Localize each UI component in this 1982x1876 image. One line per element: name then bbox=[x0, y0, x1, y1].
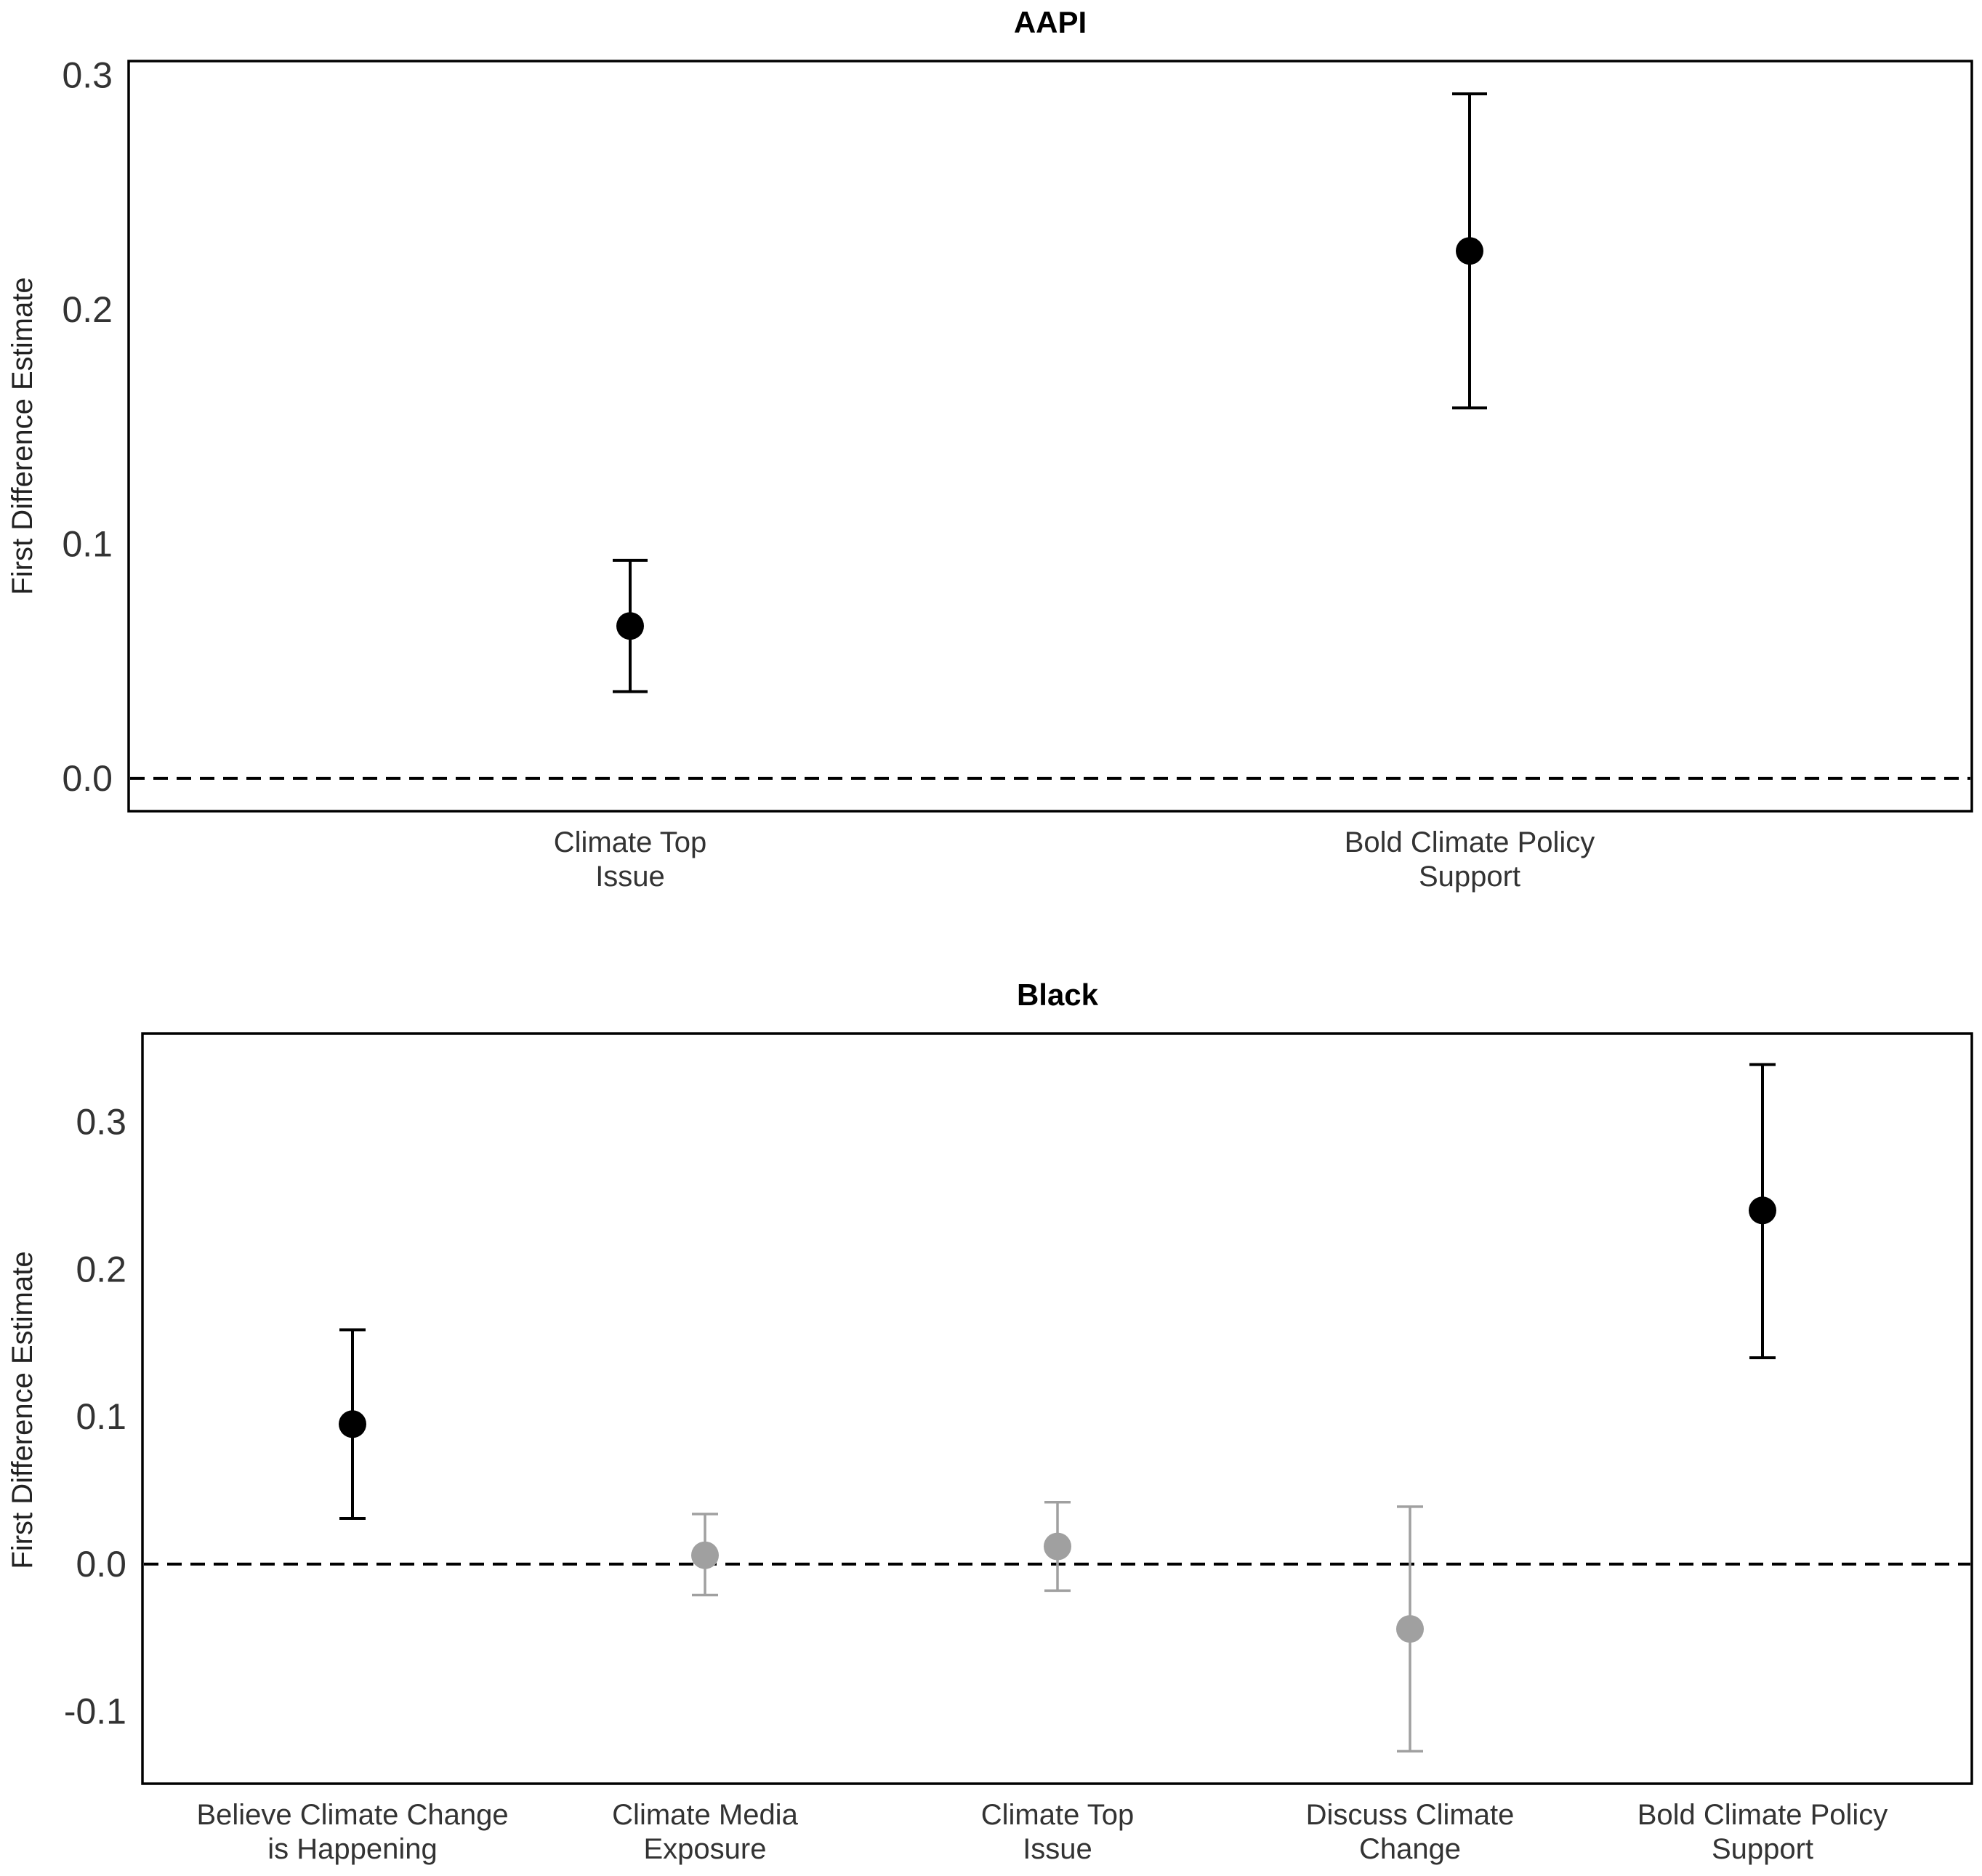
estimates-black bbox=[339, 1063, 1776, 1753]
point-estimate bbox=[691, 1541, 719, 1569]
estimate-black-2 bbox=[691, 1513, 719, 1597]
panel-title-aapi: AAPI bbox=[1014, 5, 1087, 39]
x-tick-label-black: Climate Top Issue bbox=[981, 1799, 1134, 1865]
estimate-black-3 bbox=[1044, 1500, 1071, 1593]
y-tick-label-aapi: 0.1 bbox=[62, 523, 113, 564]
panel-aapi: AAPI First Difference Estimate 0.0 0.1 0.2… bbox=[7, 5, 1973, 893]
plot-frame-aapi bbox=[127, 60, 1973, 813]
point-estimate bbox=[1456, 237, 1483, 265]
y-axis-label-aapi: First Difference Estimate bbox=[7, 277, 39, 595]
estimate-black-5 bbox=[1749, 1063, 1776, 1360]
x-tick-label-black: Believe Climate Change is Happening bbox=[196, 1799, 508, 1865]
estimate-aapi-2 bbox=[1452, 92, 1487, 410]
point-estimate bbox=[616, 612, 644, 640]
y-tick-labels-aapi: 0.0 0.1 0.2 0.3 bbox=[62, 55, 113, 799]
point-estimate bbox=[339, 1410, 366, 1438]
y-tick-label-aapi: 0.0 bbox=[62, 758, 113, 799]
panel-black: Black First Difference Estimate -0.1 0.0 0… bbox=[7, 978, 1973, 1865]
y-axis-label-black: First Difference Estimate bbox=[7, 1251, 39, 1569]
estimates-aapi bbox=[613, 92, 1487, 693]
y-tick-label-black: 0.1 bbox=[76, 1396, 126, 1437]
y-tick-label-aapi: 0.3 bbox=[62, 55, 113, 95]
x-tick-label-black: Climate Media Exposure bbox=[612, 1799, 798, 1865]
estimate-black-1 bbox=[339, 1328, 366, 1521]
point-estimate bbox=[1044, 1532, 1071, 1561]
y-tick-label-black: 0.0 bbox=[76, 1544, 126, 1585]
point-estimate bbox=[1749, 1196, 1776, 1225]
x-tick-label-black: Bold Climate Policy Support bbox=[1637, 1799, 1888, 1865]
panel-title-black: Black bbox=[1017, 978, 1099, 1012]
plot-frame-black bbox=[141, 1032, 1973, 1785]
y-tick-label-black: -0.1 bbox=[64, 1691, 126, 1732]
y-tick-label-aapi: 0.2 bbox=[62, 289, 113, 330]
y-tick-labels-black: -0.1 0.0 0.1 0.2 0.3 bbox=[64, 1102, 126, 1732]
estimate-aapi-1 bbox=[613, 558, 648, 693]
x-tick-labels-black: Believe Climate Change is Happening Climat… bbox=[196, 1799, 1888, 1865]
x-tick-label-aapi: Climate Top Issue bbox=[554, 826, 706, 893]
y-tick-label-black: 0.2 bbox=[76, 1249, 126, 1289]
estimate-black-4 bbox=[1396, 1505, 1424, 1753]
point-estimate bbox=[1396, 1615, 1424, 1643]
x-tick-label-black: Discuss Climate Change bbox=[1306, 1799, 1515, 1865]
x-tick-labels-aapi: Climate Top Issue Bold Climate Policy Suppo… bbox=[554, 826, 1595, 893]
x-tick-label-aapi: Bold Climate Policy Support bbox=[1345, 826, 1595, 893]
y-tick-label-black: 0.3 bbox=[76, 1102, 126, 1143]
